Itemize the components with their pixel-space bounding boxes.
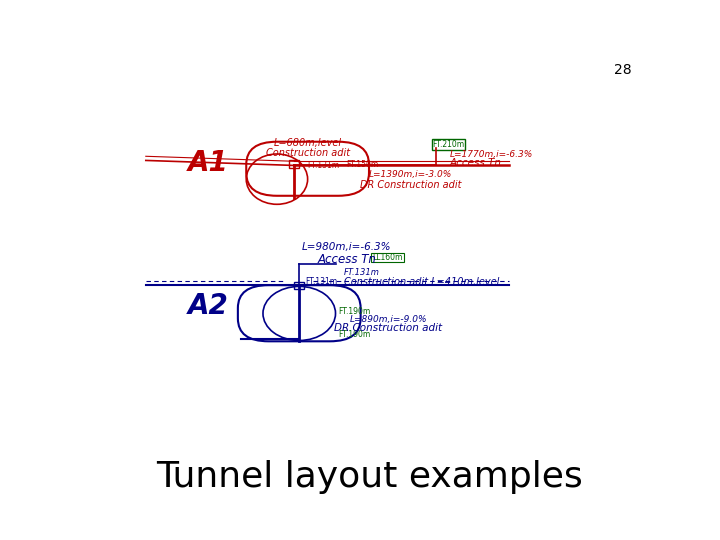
Text: DR Construction adit: DR Construction adit [335,323,443,333]
Text: 28: 28 [613,63,631,77]
Text: LL160m: LL160m [372,253,402,262]
Text: L=890m,i=-9.0%: L=890m,i=-9.0% [350,315,427,324]
Text: Construction adit L=410m,level: Construction adit L=410m,level [344,277,499,287]
Text: Tunnel layout examples: Tunnel layout examples [156,460,582,494]
Text: L=1390m,i=-3.0%: L=1390m,i=-3.0% [369,170,452,179]
Text: Access Tn: Access Tn [450,158,502,168]
Text: FT.150m: FT.150m [347,160,379,168]
Text: FT.131m: FT.131m [305,277,337,286]
Text: FT.131m: FT.131m [344,268,379,276]
Text: Construction adit: Construction adit [266,148,350,158]
Text: A2: A2 [188,292,228,320]
Text: Access Tn: Access Tn [318,253,376,266]
Text: L=680m,level: L=680m,level [274,138,342,147]
Text: FT.190m: FT.190m [338,330,371,339]
Text: FT.131m: FT.131m [307,161,340,170]
Text: L=1770m,i=-6.3%: L=1770m,i=-6.3% [450,150,534,159]
Text: DR Construction adit: DR Construction adit [360,179,462,190]
Text: A1: A1 [188,148,228,177]
Text: FT.190m: FT.190m [338,307,371,316]
Text: FT.210m: FT.210m [433,140,464,149]
Text: L=980m,i=-6.3%: L=980m,i=-6.3% [302,242,392,252]
